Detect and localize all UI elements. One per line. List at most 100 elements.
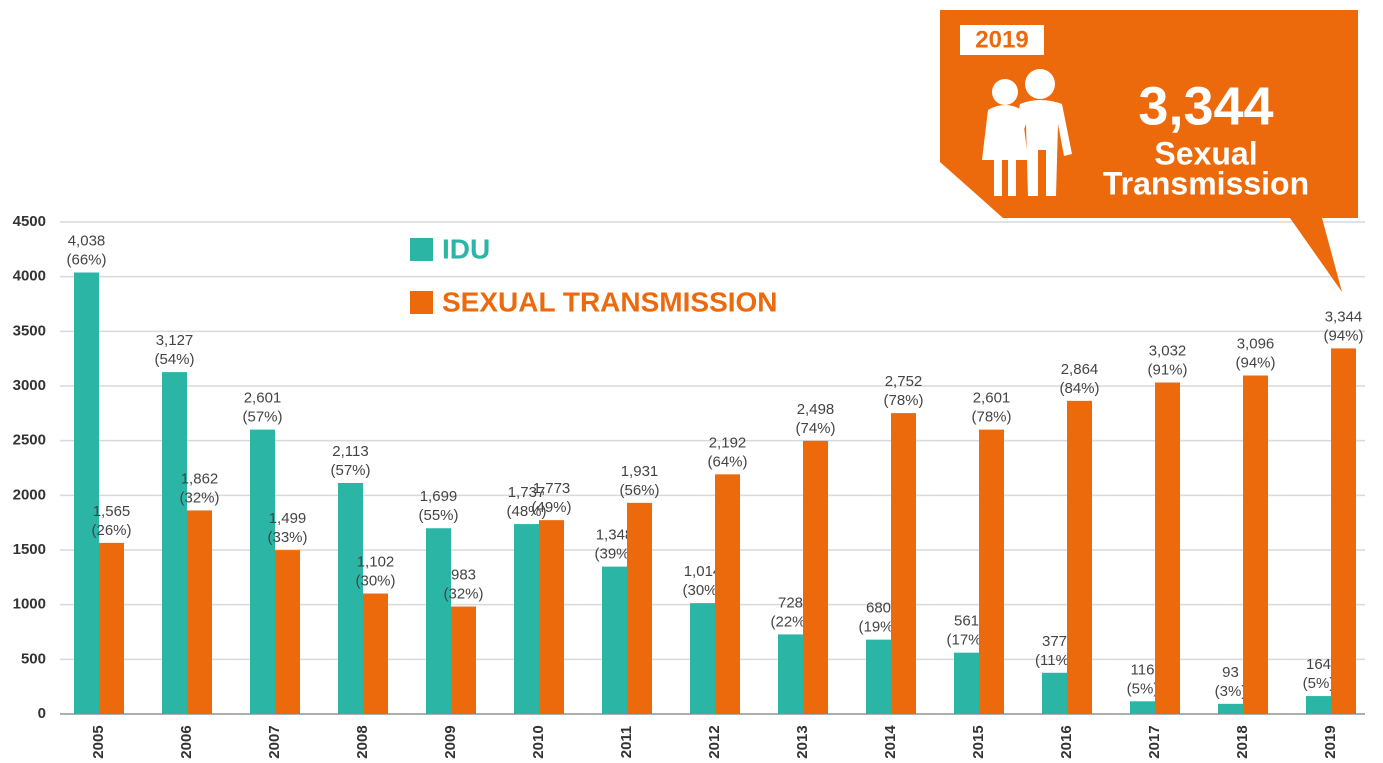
bar bbox=[954, 652, 979, 714]
x-tick-label: 2010 bbox=[530, 725, 547, 758]
share-label: (30%) bbox=[355, 572, 395, 589]
share-label: (49%) bbox=[531, 499, 571, 516]
y-tick-label: 2000 bbox=[13, 486, 46, 503]
value-label: 2,601 bbox=[244, 390, 282, 407]
x-tick-label: 2005 bbox=[90, 725, 107, 758]
y-tick-label: 3500 bbox=[13, 322, 46, 339]
share-label: (5%) bbox=[1127, 680, 1159, 697]
x-tick-label: 2013 bbox=[794, 725, 811, 758]
bar bbox=[1130, 701, 1155, 714]
value-label: 377 bbox=[1042, 633, 1067, 650]
share-label: (5%) bbox=[1303, 675, 1335, 692]
value-label: 2,864 bbox=[1061, 361, 1099, 378]
value-label: 2,113 bbox=[332, 443, 368, 460]
share-label: (32%) bbox=[179, 489, 219, 506]
bar bbox=[1042, 672, 1067, 714]
bar bbox=[514, 524, 539, 714]
value-label: 2,192 bbox=[709, 434, 747, 451]
value-label: 3,096 bbox=[1237, 335, 1275, 352]
bar bbox=[162, 372, 187, 714]
share-label: (32%) bbox=[443, 585, 483, 602]
value-label: 93 bbox=[1222, 664, 1239, 681]
value-label: 2,498 bbox=[797, 401, 835, 418]
bar bbox=[778, 634, 803, 714]
bar bbox=[602, 566, 627, 714]
value-label: 1,931 bbox=[621, 463, 659, 480]
callout-year: 2019 bbox=[975, 26, 1028, 53]
share-label: (78%) bbox=[971, 409, 1011, 426]
value-label: 3,032 bbox=[1149, 342, 1187, 359]
share-label: (94%) bbox=[1235, 354, 1275, 371]
value-label: 1,699 bbox=[420, 488, 458, 505]
bar bbox=[539, 520, 564, 714]
share-label: (91%) bbox=[1147, 361, 1187, 378]
value-label: 561 bbox=[954, 613, 979, 630]
share-label: (22%) bbox=[770, 613, 810, 630]
x-tick-label: 2018 bbox=[1234, 725, 1251, 758]
value-label: 1,862 bbox=[181, 470, 219, 487]
x-tick-label: 2011 bbox=[618, 726, 635, 759]
x-tick-label: 2007 bbox=[266, 725, 283, 758]
share-label: (74%) bbox=[795, 420, 835, 437]
x-tick-label: 2016 bbox=[1058, 725, 1075, 758]
legend-swatch bbox=[410, 238, 433, 261]
x-tick-label: 2015 bbox=[970, 725, 987, 758]
share-label: (56%) bbox=[619, 482, 659, 499]
share-label: (64%) bbox=[707, 453, 747, 470]
bar bbox=[99, 542, 124, 714]
bar bbox=[1331, 348, 1356, 714]
share-label: (17%) bbox=[946, 632, 986, 649]
share-label: (30%) bbox=[682, 582, 722, 599]
value-label: 1,565 bbox=[93, 503, 131, 520]
x-tick-label: 2006 bbox=[178, 725, 195, 758]
value-label: 4,038 bbox=[68, 232, 106, 249]
callout: 2019 3,344 Sexual Transmission bbox=[940, 10, 1358, 292]
value-label: 164 bbox=[1306, 656, 1331, 673]
share-label: (33%) bbox=[267, 529, 307, 546]
bar bbox=[715, 474, 740, 714]
x-tick-label: 2019 bbox=[1322, 725, 1339, 758]
share-label: (57%) bbox=[330, 462, 370, 479]
value-label: 116 bbox=[1131, 661, 1155, 678]
bar bbox=[866, 639, 891, 714]
value-label: 1,348 bbox=[596, 527, 634, 544]
share-label: (19%) bbox=[858, 619, 898, 636]
bar bbox=[275, 550, 300, 714]
x-tick-label: 2009 bbox=[442, 725, 459, 758]
value-label: 3,344 bbox=[1325, 308, 1363, 325]
share-label: (3%) bbox=[1215, 683, 1247, 700]
share-label: (78%) bbox=[883, 392, 923, 409]
bar bbox=[74, 272, 99, 714]
legend-label: IDU bbox=[442, 233, 490, 264]
share-label: (84%) bbox=[1059, 380, 1099, 397]
legend-swatch bbox=[410, 291, 433, 314]
bar bbox=[1306, 696, 1331, 714]
share-label: (55%) bbox=[418, 507, 458, 524]
x-tick-label: 2017 bbox=[1146, 725, 1163, 758]
value-label: 983 bbox=[451, 566, 476, 583]
share-label: (48%) bbox=[506, 503, 546, 520]
bar bbox=[690, 603, 715, 714]
x-tick-label: 2008 bbox=[354, 725, 371, 758]
value-label: 1,737 bbox=[508, 484, 546, 501]
bar bbox=[451, 606, 476, 714]
bar bbox=[627, 502, 652, 714]
bar bbox=[891, 413, 916, 714]
share-label: (11%) bbox=[1035, 652, 1074, 669]
value-label: 3,127 bbox=[156, 332, 194, 349]
bar bbox=[426, 528, 451, 714]
x-tick-label: 2014 bbox=[882, 725, 899, 759]
value-label: 1,102 bbox=[357, 553, 395, 570]
value-label: 1,014 bbox=[684, 563, 722, 580]
callout-year-box bbox=[960, 25, 1044, 55]
share-label: (26%) bbox=[91, 522, 131, 539]
bar bbox=[1218, 703, 1243, 714]
bar bbox=[187, 510, 212, 714]
y-tick-label: 0 bbox=[38, 705, 46, 722]
bar bbox=[1243, 375, 1268, 714]
y-tick-label: 4000 bbox=[13, 268, 46, 285]
legend-label: SEXUAL TRANSMISSION bbox=[442, 286, 778, 317]
share-label: (39%) bbox=[594, 546, 634, 563]
bar bbox=[250, 429, 275, 714]
